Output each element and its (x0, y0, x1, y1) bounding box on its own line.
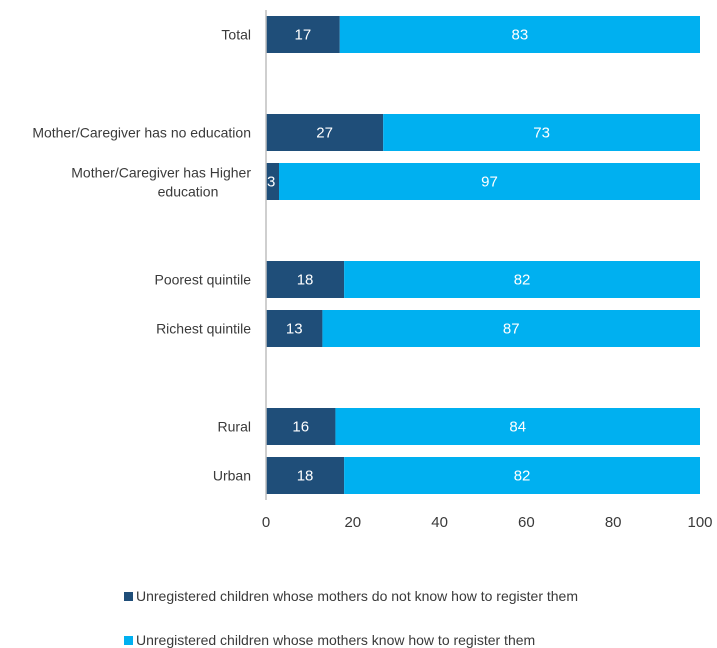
bar-segment-know (344, 261, 700, 298)
legend-swatch-dark (124, 591, 133, 601)
category-label: Mother/Caregiver has no education (32, 125, 251, 141)
legend-item-know: Unregistered children whose mothers know… (124, 632, 535, 648)
bar-value-label: 87 (503, 321, 520, 338)
category-label: Mother/Caregiver has Higher education (71, 165, 251, 200)
category-label: Urban (213, 468, 251, 484)
bar-value-label: 3 (267, 174, 275, 191)
x-tick-label: 100 (687, 514, 712, 531)
x-tick-label: 60 (518, 514, 535, 531)
bar-segment-do-not-know (266, 261, 345, 298)
legend-label: Unregistered children whose mothers do n… (136, 588, 578, 604)
bar-value-label: 18 (297, 468, 314, 485)
bar-value-label: 84 (509, 419, 526, 436)
bar-value-label: 82 (514, 272, 531, 289)
bar-segment-do-not-know (266, 408, 336, 445)
bar-value-label: 18 (297, 272, 314, 289)
bar-value-label: 73 (533, 125, 550, 142)
x-tick-label: 40 (431, 514, 448, 531)
bar-value-label: 16 (292, 419, 309, 436)
bar-segment-do-not-know (266, 310, 323, 347)
x-tick-label: 20 (344, 514, 361, 531)
bar-segment-do-not-know (266, 163, 280, 200)
bar-segment-know (339, 16, 700, 53)
x-tick-label: 0 (262, 514, 270, 531)
x-tick-label: 80 (605, 514, 622, 531)
bar-value-label: 27 (316, 125, 333, 142)
legend-swatch-light (124, 635, 133, 645)
bar-segment-know (383, 114, 700, 151)
bar-segment-do-not-know (266, 16, 340, 53)
bars-group: 17 83 Total 27 73 Mother/Caregiver has no edu… (32, 16, 700, 494)
legend-label: Unregistered children whose mothers know… (136, 632, 536, 648)
category-label: Poorest quintile (154, 272, 251, 288)
bar-value-label: 97 (481, 174, 498, 191)
bar-segment-know (279, 163, 700, 200)
category-label: Richest quintile (156, 321, 251, 337)
category-label: Rural (218, 419, 251, 435)
legend-item-do-not-know: Unregistered children whose mothers do n… (124, 588, 578, 604)
bar-value-label: 83 (512, 27, 529, 44)
stacked-bar-chart: 17 83 Total 27 73 Mother/Caregiver has no edu… (32, 10, 713, 531)
bar-value-label: 13 (286, 321, 303, 338)
bar-segment-know (344, 457, 700, 494)
bar-segment-do-not-know (266, 114, 384, 151)
category-label: Total (221, 27, 251, 43)
bar-segment-know (322, 310, 700, 347)
bar-value-label: 17 (295, 27, 312, 44)
bar-value-label: 82 (514, 468, 531, 485)
bar-segment-know (335, 408, 700, 445)
bar-segment-do-not-know (266, 457, 345, 494)
x-axis-ticks: 0 20 40 60 80 100 (262, 514, 713, 531)
